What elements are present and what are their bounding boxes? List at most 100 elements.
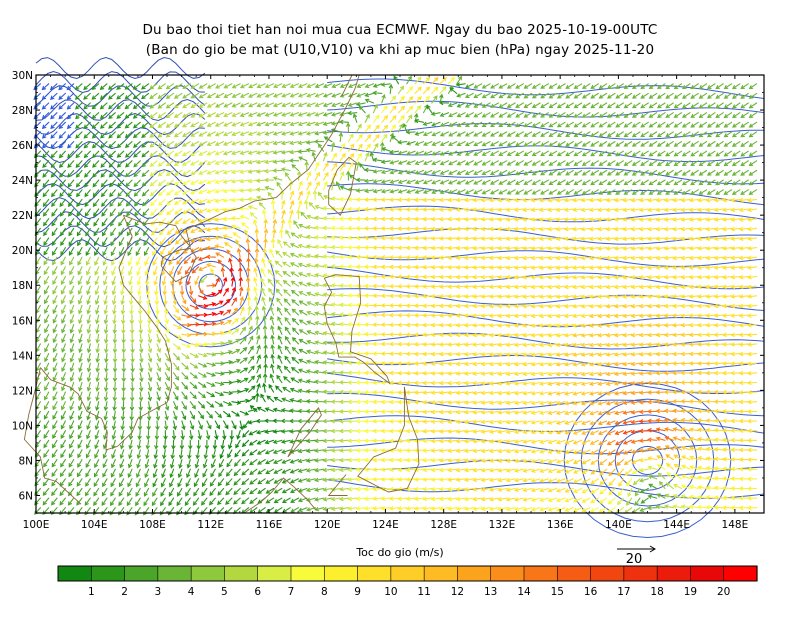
wind-vector <box>463 294 474 299</box>
wind-vector <box>464 506 474 511</box>
wind-vector <box>588 284 599 290</box>
wind-vector <box>347 322 358 327</box>
wind-vector <box>279 228 284 239</box>
wind-vector <box>746 351 758 357</box>
wind-vector <box>438 409 450 415</box>
wind-vector <box>355 486 366 492</box>
wind-vector <box>397 245 408 250</box>
wind-vector <box>513 265 524 270</box>
wind-vector <box>455 284 466 289</box>
wind-vector <box>380 245 391 250</box>
wind-vector <box>746 371 758 376</box>
wind-vector <box>588 236 599 241</box>
wind-vector <box>189 342 200 348</box>
wind-vector <box>555 342 566 348</box>
wind-vector <box>555 265 566 270</box>
wind-vector <box>413 409 425 415</box>
wind-vector <box>314 301 325 306</box>
wind-vector <box>672 323 683 328</box>
wind-vector <box>405 284 416 289</box>
wind-vector <box>638 236 649 241</box>
wind-vector <box>438 255 450 260</box>
wind-vector <box>60 449 66 459</box>
wind-vector <box>322 254 333 259</box>
wind-vector <box>672 408 683 413</box>
wind-vector <box>647 236 658 241</box>
wind-vector <box>388 236 400 241</box>
wind-vector <box>86 333 92 344</box>
wind-vector <box>163 295 168 306</box>
wind-vector <box>95 372 100 383</box>
wind-vector <box>156 333 161 344</box>
wind-vector <box>223 390 234 396</box>
wind-vector <box>147 381 153 392</box>
wind-vector <box>248 385 256 393</box>
wind-vector <box>480 458 491 463</box>
colorbar-tick-label: 9 <box>354 586 361 598</box>
wind-vector <box>455 496 466 502</box>
wind-vector <box>265 487 275 494</box>
wind-vector <box>606 430 616 436</box>
colorbar-tick-label: 10 <box>384 586 397 598</box>
wind-vector <box>564 439 574 445</box>
wind-vector <box>539 459 549 464</box>
wind-vector <box>222 225 233 231</box>
wind-vector <box>713 236 724 241</box>
wind-vector <box>630 332 641 338</box>
wind-vector <box>347 380 358 385</box>
wind-vector <box>206 302 217 307</box>
wind-vector <box>747 313 758 318</box>
wind-vector <box>347 370 358 375</box>
wind-vector <box>297 478 308 483</box>
wind-vector <box>688 294 699 299</box>
wind-vector <box>109 497 116 507</box>
wind-vector <box>505 226 516 232</box>
wind-vector <box>193 478 200 488</box>
wind-vector <box>330 264 341 269</box>
wind-vector <box>447 400 458 405</box>
wind-vector <box>314 273 325 278</box>
wind-vector <box>277 354 283 364</box>
wind-vector <box>173 304 180 314</box>
wind-vector <box>530 284 541 290</box>
wind-vector <box>129 304 134 316</box>
wind-vector <box>249 487 258 495</box>
wind-vector <box>455 246 466 251</box>
wind-vector <box>263 228 269 239</box>
wind-vector <box>338 360 350 366</box>
x-tick-label: 124E <box>372 519 399 531</box>
wind-vector <box>273 497 283 504</box>
wind-vector <box>44 372 50 382</box>
wind-vector <box>672 294 683 299</box>
wind-vector <box>198 353 208 358</box>
wind-vector <box>261 296 266 306</box>
wind-vector <box>573 497 583 503</box>
wind-vector <box>663 408 674 414</box>
wind-vector <box>68 237 75 247</box>
wind-vector <box>51 449 58 459</box>
wind-vector <box>572 507 583 513</box>
wind-vector <box>705 485 716 490</box>
wind-vector <box>497 275 508 280</box>
wind-vector <box>555 352 566 357</box>
wind-vector <box>680 313 691 318</box>
wind-vector <box>430 303 441 308</box>
wind-vector <box>347 264 358 269</box>
wind-vector <box>580 323 591 328</box>
y-tick-label: 8N <box>18 455 33 467</box>
wind-vector <box>272 218 277 229</box>
wind-vector <box>564 487 574 493</box>
colorbar-tick-label: 6 <box>254 586 261 598</box>
wind-vector <box>139 381 144 392</box>
wind-vector <box>438 438 450 444</box>
wind-vector <box>363 264 375 269</box>
wind-vector <box>111 285 116 296</box>
wind-vector <box>738 275 749 280</box>
wind-vector <box>530 371 541 377</box>
wind-vector <box>363 245 375 250</box>
wind-vector <box>338 409 350 414</box>
wind-vector <box>497 429 508 434</box>
wind-vector <box>480 246 491 251</box>
wind-vector <box>597 323 608 328</box>
wind-vector <box>203 449 208 460</box>
